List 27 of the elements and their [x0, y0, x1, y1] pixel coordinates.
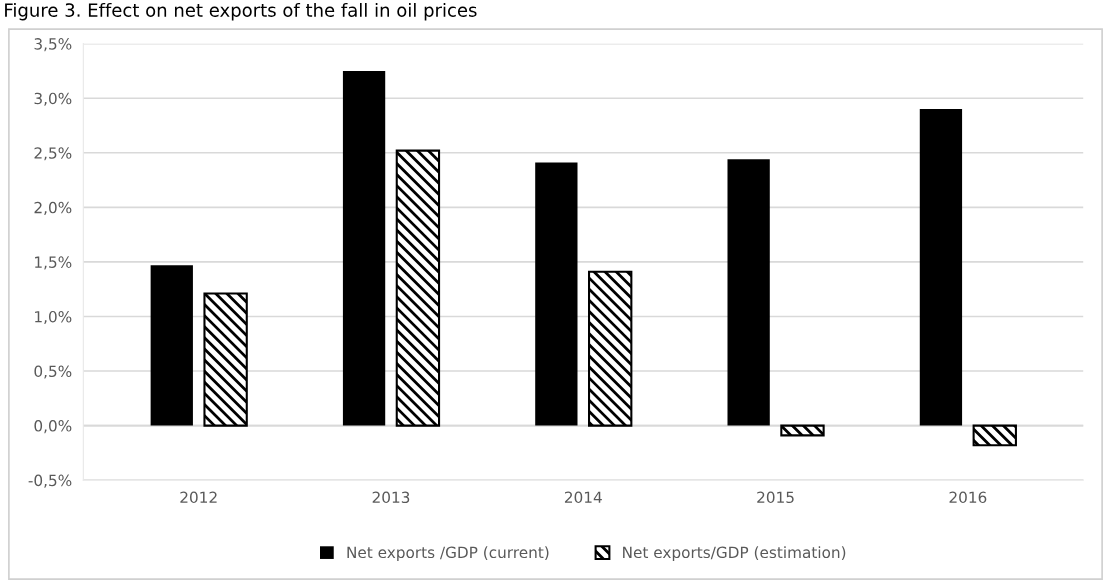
y-tick-label: 0,0% [34, 420, 72, 434]
y-tick-label: 1,5% [35, 256, 72, 270]
x-tick-label: 2012 [180, 491, 217, 504]
bar [150, 265, 193, 426]
y-tick-label: 0,5% [34, 365, 72, 379]
bar [395, 149, 441, 427]
bar [588, 270, 633, 427]
y-tick-label: 1,0% [35, 310, 72, 325]
y-tick-label: 3,0% [34, 92, 72, 106]
bar [342, 70, 386, 426]
y-tick-label: -0,5% [28, 474, 72, 488]
legend-label: Net exports/GDP (estimation) [623, 546, 846, 562]
chart-title: Figure 3. Effect on net exports of the fall in oil prices [5, 2, 477, 21]
bar [727, 159, 770, 426]
bar [535, 162, 578, 426]
bar [972, 424, 1017, 447]
x-tick-label: 2014 [564, 491, 602, 504]
bar [203, 292, 248, 427]
x-tick-label: 2013 [372, 491, 410, 504]
y-tick-label: 2,5% [34, 147, 72, 161]
x-tick-label: 2015 [757, 491, 794, 504]
x-tick-label: 2016 [949, 491, 987, 504]
y-tick-label: 2,0% [34, 201, 72, 215]
bar [919, 109, 963, 426]
legend-label: Net exports /GDP (current) [347, 546, 549, 562]
bar [780, 424, 825, 437]
y-tick-label: 3,5% [34, 38, 72, 52]
